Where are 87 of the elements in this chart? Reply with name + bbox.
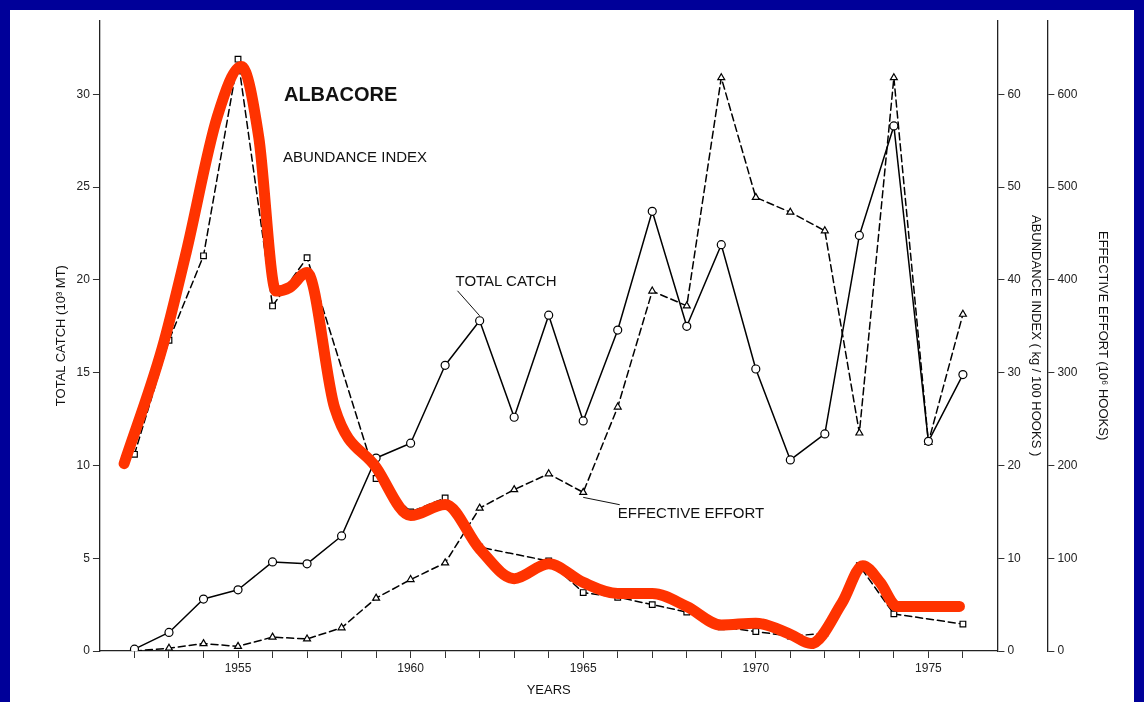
x-tick-label: 1955: [224, 660, 252, 675]
point: [751, 192, 760, 200]
point: [959, 620, 967, 628]
y2-tick-label: 20: [1007, 457, 1022, 472]
y2-tick-label: 30: [1007, 365, 1022, 380]
point: [855, 428, 864, 436]
point: [337, 623, 346, 631]
x-tick-label: 1975: [915, 660, 943, 675]
y2-tick-label: 50: [1007, 179, 1022, 194]
point: [303, 254, 311, 262]
point: [958, 309, 967, 317]
y-tick-label: 5: [83, 550, 91, 565]
point: [544, 310, 554, 320]
point: [578, 416, 588, 426]
point: [440, 360, 450, 370]
point: [820, 226, 829, 234]
point: [820, 429, 830, 439]
y-tick-label: 30: [76, 86, 91, 101]
x-tick-label: 1960: [397, 660, 425, 675]
point: [958, 369, 968, 380]
point: [406, 574, 415, 583]
point: [579, 589, 587, 596]
y3-tick-label: 0: [1057, 643, 1065, 658]
y-axis-title: TOTAL CATCH (10³ MT): [53, 265, 69, 407]
y2-tick-label: 60: [1007, 86, 1022, 101]
text: EFFECTIVE EFFORT: [617, 503, 765, 521]
point: [682, 301, 691, 309]
y2-tick-label: 10: [1007, 550, 1022, 565]
point: [854, 230, 864, 241]
point: [752, 628, 760, 635]
y2-axis-title: ABUNDANCE INDEX ( kg / 100 HOOKS ): [1029, 214, 1044, 457]
point: [647, 206, 657, 216]
y-tick-label: 15: [76, 365, 91, 380]
y-tick-label: 0: [83, 643, 91, 658]
point: [509, 412, 519, 422]
point: [751, 364, 761, 374]
point: [648, 601, 656, 609]
point: [336, 531, 347, 541]
point: [716, 240, 726, 250]
point: [441, 558, 450, 566]
series-label: ABUNDANCE INDEX: [282, 147, 428, 165]
point: [890, 610, 898, 618]
point: [510, 484, 519, 493]
point: [648, 286, 657, 294]
point: [613, 325, 623, 335]
point: [164, 643, 174, 651]
point: [579, 487, 588, 495]
y3-axis-title: EFFECTIVE EFFORT (10⁶ HOOKS): [1095, 230, 1111, 441]
point: [889, 121, 899, 131]
point: [199, 638, 208, 647]
x-tick-label: 1970: [742, 660, 770, 675]
y-tick-label: 25: [76, 179, 91, 194]
point: [475, 316, 485, 326]
point: [475, 503, 484, 511]
point: [889, 73, 898, 81]
point: [613, 402, 622, 410]
point: [200, 252, 207, 260]
y3-tick-label: 200: [1057, 457, 1078, 472]
text: ALBACORE: [283, 83, 398, 106]
point: [786, 207, 795, 215]
point: [198, 594, 209, 604]
point: [233, 641, 243, 649]
point: [269, 302, 276, 310]
point: [268, 632, 277, 640]
y3-tick-label: 500: [1057, 179, 1078, 194]
point: [372, 593, 381, 601]
point: [785, 455, 795, 465]
series-label: TOTAL CATCH: [455, 271, 557, 289]
y3-tick-label: 400: [1057, 272, 1078, 287]
point: [302, 559, 312, 569]
point: [682, 321, 692, 331]
y3-tick-label: 100: [1057, 550, 1078, 565]
point: [267, 557, 278, 567]
point: [303, 634, 312, 642]
point: [164, 627, 174, 638]
x-tick-label: 1965: [569, 660, 597, 675]
y2-tick-label: 40: [1007, 272, 1022, 287]
y3-tick-label: 300: [1057, 365, 1078, 380]
point: [233, 585, 243, 595]
y-tick-label: 10: [76, 457, 91, 472]
y2-tick-label: 0: [1007, 643, 1015, 658]
y3-tick-label: 600: [1057, 86, 1078, 101]
y-tick-label: 20: [76, 272, 91, 287]
x-axis-title: YEARS: [526, 681, 572, 697]
point: [544, 469, 553, 477]
point: [717, 73, 726, 81]
point: [406, 438, 416, 448]
